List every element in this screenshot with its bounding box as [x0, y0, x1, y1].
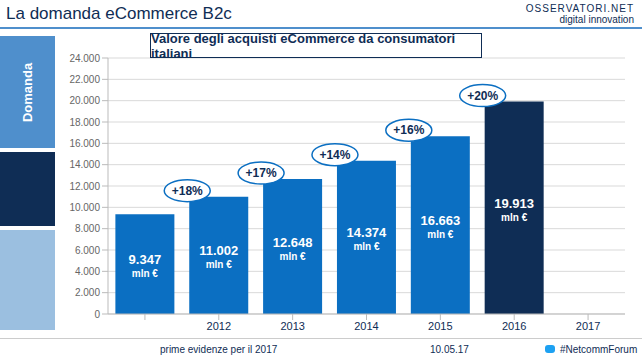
- html-text:Domanda: Domanda: [20, 62, 35, 122]
- svg-text:12.000: 12.000: [69, 181, 100, 192]
- svg-text:mln €: mln €: [132, 268, 159, 279]
- svg-text:11.002: 11.002: [199, 243, 238, 258]
- svg-text:+14%: +14%: [319, 148, 350, 162]
- svg-text:4.000: 4.000: [75, 266, 100, 277]
- svg-text:2017: 2017: [576, 320, 600, 332]
- svg-text:mln €: mln €: [206, 259, 233, 270]
- svg-text:2016: 2016: [502, 320, 526, 332]
- svg-text:0: 0: [94, 309, 100, 320]
- svg-text:6.000: 6.000: [75, 245, 100, 256]
- svg-text:mln €: mln €: [280, 251, 307, 262]
- html-text:Valore degli acquisti eCommerc: Valore degli acquisti eCommerce da consu…: [151, 30, 456, 61]
- svg-text:mln €: mln €: [353, 241, 380, 252]
- svg-text:14.000: 14.000: [69, 159, 100, 170]
- svg-text:10.000: 10.000: [69, 202, 100, 213]
- svg-text:+18%: +18%: [172, 184, 203, 198]
- svg-text:16.663: 16.663: [420, 213, 460, 228]
- html-text:prime evidenze per il 2017: prime evidenze per il 2017: [160, 344, 278, 355]
- svg-text:2014: 2014: [354, 320, 378, 332]
- svg-text:14.374: 14.374: [347, 225, 388, 240]
- html-text:La domanda eCommerce B2c: La domanda eCommerce B2c: [6, 4, 232, 23]
- svg-text:2012: 2012: [207, 320, 231, 332]
- svg-text:19.913: 19.913: [494, 196, 534, 211]
- html-text:10.05.17: 10.05.17: [430, 344, 469, 355]
- svg-text:+17%: +17%: [246, 166, 277, 180]
- svg-text:2.000: 2.000: [75, 287, 100, 298]
- html-text:#NetcommForum: #NetcommForum: [560, 344, 638, 355]
- svg-text:18.000: 18.000: [69, 117, 100, 128]
- html-text:digital innovation: digital innovation: [559, 14, 634, 25]
- svg-text:12.648: 12.648: [273, 235, 313, 250]
- svg-text:2013: 2013: [280, 320, 304, 332]
- svg-text:9.347: 9.347: [129, 252, 162, 267]
- svg-text:2015: 2015: [428, 320, 452, 332]
- svg-text:22.000: 22.000: [69, 74, 100, 85]
- svg-text:+16%: +16%: [393, 123, 424, 137]
- svg-text:16.000: 16.000: [69, 138, 100, 149]
- svg-text:8.000: 8.000: [75, 223, 100, 234]
- svg-text:+20%: +20%: [467, 89, 498, 103]
- svg-text:mln €: mln €: [501, 212, 528, 223]
- svg-text:24.000: 24.000: [69, 53, 100, 64]
- svg-text:mln €: mln €: [427, 229, 454, 240]
- svg-text:20.000: 20.000: [69, 95, 100, 106]
- html-text:OSSERVATORI.NET: OSSERVATORI.NET: [525, 3, 634, 14]
